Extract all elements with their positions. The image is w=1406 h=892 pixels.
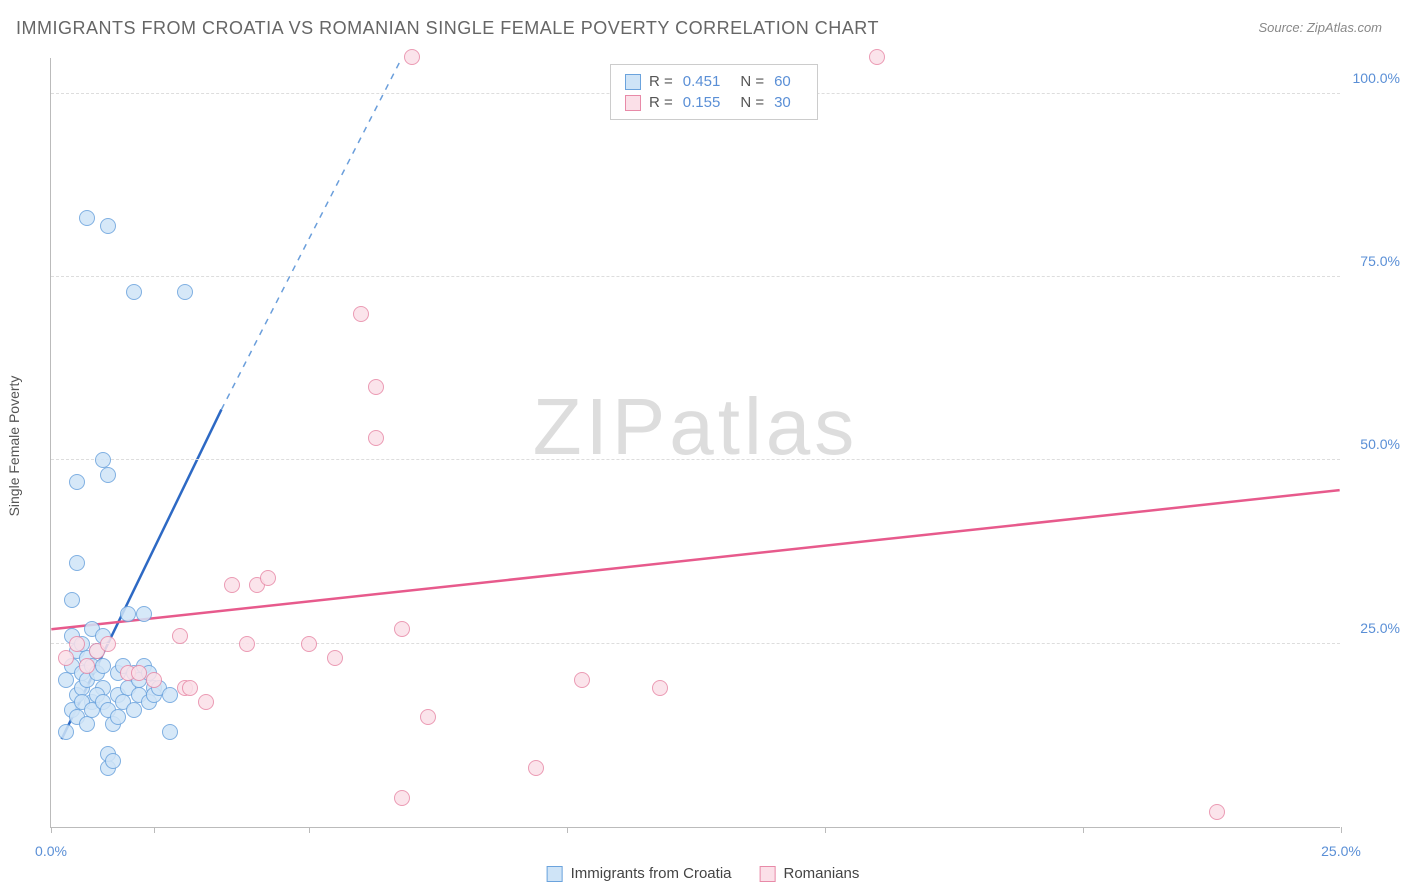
scatter-point-romanians bbox=[182, 680, 198, 696]
scatter-point-croatia bbox=[69, 474, 85, 490]
stats-n-label: N = bbox=[740, 73, 764, 90]
scatter-point-romanians bbox=[146, 672, 162, 688]
scatter-point-romanians bbox=[224, 577, 240, 593]
stats-n-label: N = bbox=[740, 94, 764, 111]
y-tick-label: 50.0% bbox=[1345, 436, 1400, 452]
legend-item-romanians: Romanians bbox=[760, 865, 860, 882]
scatter-point-croatia bbox=[177, 284, 193, 300]
scatter-point-romanians bbox=[420, 709, 436, 725]
bottom-legend: Immigrants from Croatia Romanians bbox=[547, 865, 860, 882]
scatter-point-croatia bbox=[162, 724, 178, 740]
scatter-point-romanians bbox=[394, 790, 410, 806]
scatter-point-croatia bbox=[79, 210, 95, 226]
x-tick bbox=[51, 827, 52, 833]
scatter-point-croatia bbox=[162, 687, 178, 703]
stats-row-romanians: R = 0.155 N = 30 bbox=[625, 92, 803, 113]
x-tick-label: 0.0% bbox=[35, 843, 67, 859]
legend-label: Immigrants from Croatia bbox=[571, 865, 732, 882]
scatter-point-croatia bbox=[100, 218, 116, 234]
scatter-point-croatia bbox=[95, 452, 111, 468]
scatter-point-romanians bbox=[327, 650, 343, 666]
scatter-point-romanians bbox=[100, 636, 116, 652]
gridline bbox=[51, 459, 1340, 460]
legend-swatch bbox=[625, 74, 641, 90]
scatter-point-romanians bbox=[394, 621, 410, 637]
scatter-point-romanians bbox=[239, 636, 255, 652]
scatter-point-croatia bbox=[79, 716, 95, 732]
legend-swatch bbox=[547, 866, 563, 882]
scatter-point-romanians bbox=[172, 628, 188, 644]
legend-swatch bbox=[625, 95, 641, 111]
scatter-point-romanians bbox=[198, 694, 214, 710]
x-tick-label: 25.0% bbox=[1321, 843, 1361, 859]
gridline bbox=[51, 276, 1340, 277]
scatter-point-romanians bbox=[131, 665, 147, 681]
stats-r-label: R = bbox=[649, 94, 673, 111]
legend-label: Romanians bbox=[784, 865, 860, 882]
x-tick bbox=[154, 827, 155, 833]
scatter-point-croatia bbox=[69, 555, 85, 571]
y-tick-label: 25.0% bbox=[1345, 620, 1400, 636]
y-tick-label: 75.0% bbox=[1345, 253, 1400, 269]
source-label: Source: ZipAtlas.com bbox=[1258, 20, 1382, 35]
scatter-point-romanians bbox=[368, 430, 384, 446]
scatter-point-romanians bbox=[69, 636, 85, 652]
scatter-point-croatia bbox=[120, 606, 136, 622]
scatter-point-romanians bbox=[1209, 804, 1225, 820]
scatter-point-croatia bbox=[58, 672, 74, 688]
x-tick bbox=[825, 827, 826, 833]
scatter-point-romanians bbox=[404, 49, 420, 65]
scatter-point-romanians bbox=[574, 672, 590, 688]
scatter-point-croatia bbox=[100, 467, 116, 483]
scatter-point-croatia bbox=[95, 658, 111, 674]
scatter-point-croatia bbox=[58, 724, 74, 740]
stats-row-croatia: R = 0.451 N = 60 bbox=[625, 71, 803, 92]
trend-lines-layer bbox=[51, 58, 1340, 827]
y-tick-label: 100.0% bbox=[1345, 70, 1400, 86]
y-axis-label: Single Female Poverty bbox=[6, 376, 22, 517]
plot-area: ZIPatlas 25.0%50.0%75.0%100.0%0.0%25.0% bbox=[50, 58, 1340, 828]
scatter-point-croatia bbox=[64, 592, 80, 608]
scatter-point-romanians bbox=[58, 650, 74, 666]
scatter-point-romanians bbox=[301, 636, 317, 652]
scatter-point-romanians bbox=[652, 680, 668, 696]
x-tick bbox=[1083, 827, 1084, 833]
stats-r-value: 0.155 bbox=[683, 94, 721, 111]
x-tick bbox=[1341, 827, 1342, 833]
legend-item-croatia: Immigrants from Croatia bbox=[547, 865, 732, 882]
scatter-point-croatia bbox=[126, 284, 142, 300]
scatter-point-romanians bbox=[869, 49, 885, 65]
stats-r-value: 0.451 bbox=[683, 73, 721, 90]
stats-n-value: 30 bbox=[774, 94, 791, 111]
stats-n-value: 60 bbox=[774, 73, 791, 90]
scatter-point-romanians bbox=[353, 306, 369, 322]
scatter-point-romanians bbox=[79, 658, 95, 674]
legend-swatch bbox=[760, 866, 776, 882]
scatter-point-romanians bbox=[528, 760, 544, 776]
x-tick bbox=[309, 827, 310, 833]
stats-r-label: R = bbox=[649, 73, 673, 90]
x-tick bbox=[567, 827, 568, 833]
scatter-point-croatia bbox=[126, 702, 142, 718]
scatter-point-croatia bbox=[136, 606, 152, 622]
scatter-point-croatia bbox=[105, 753, 121, 769]
scatter-point-croatia bbox=[110, 709, 126, 725]
scatter-point-romanians bbox=[368, 379, 384, 395]
stats-legend: R = 0.451 N = 60 R = 0.155 N = 30 bbox=[610, 64, 818, 120]
scatter-point-romanians bbox=[260, 570, 276, 586]
chart-title: IMMIGRANTS FROM CROATIA VS ROMANIAN SING… bbox=[16, 18, 879, 39]
